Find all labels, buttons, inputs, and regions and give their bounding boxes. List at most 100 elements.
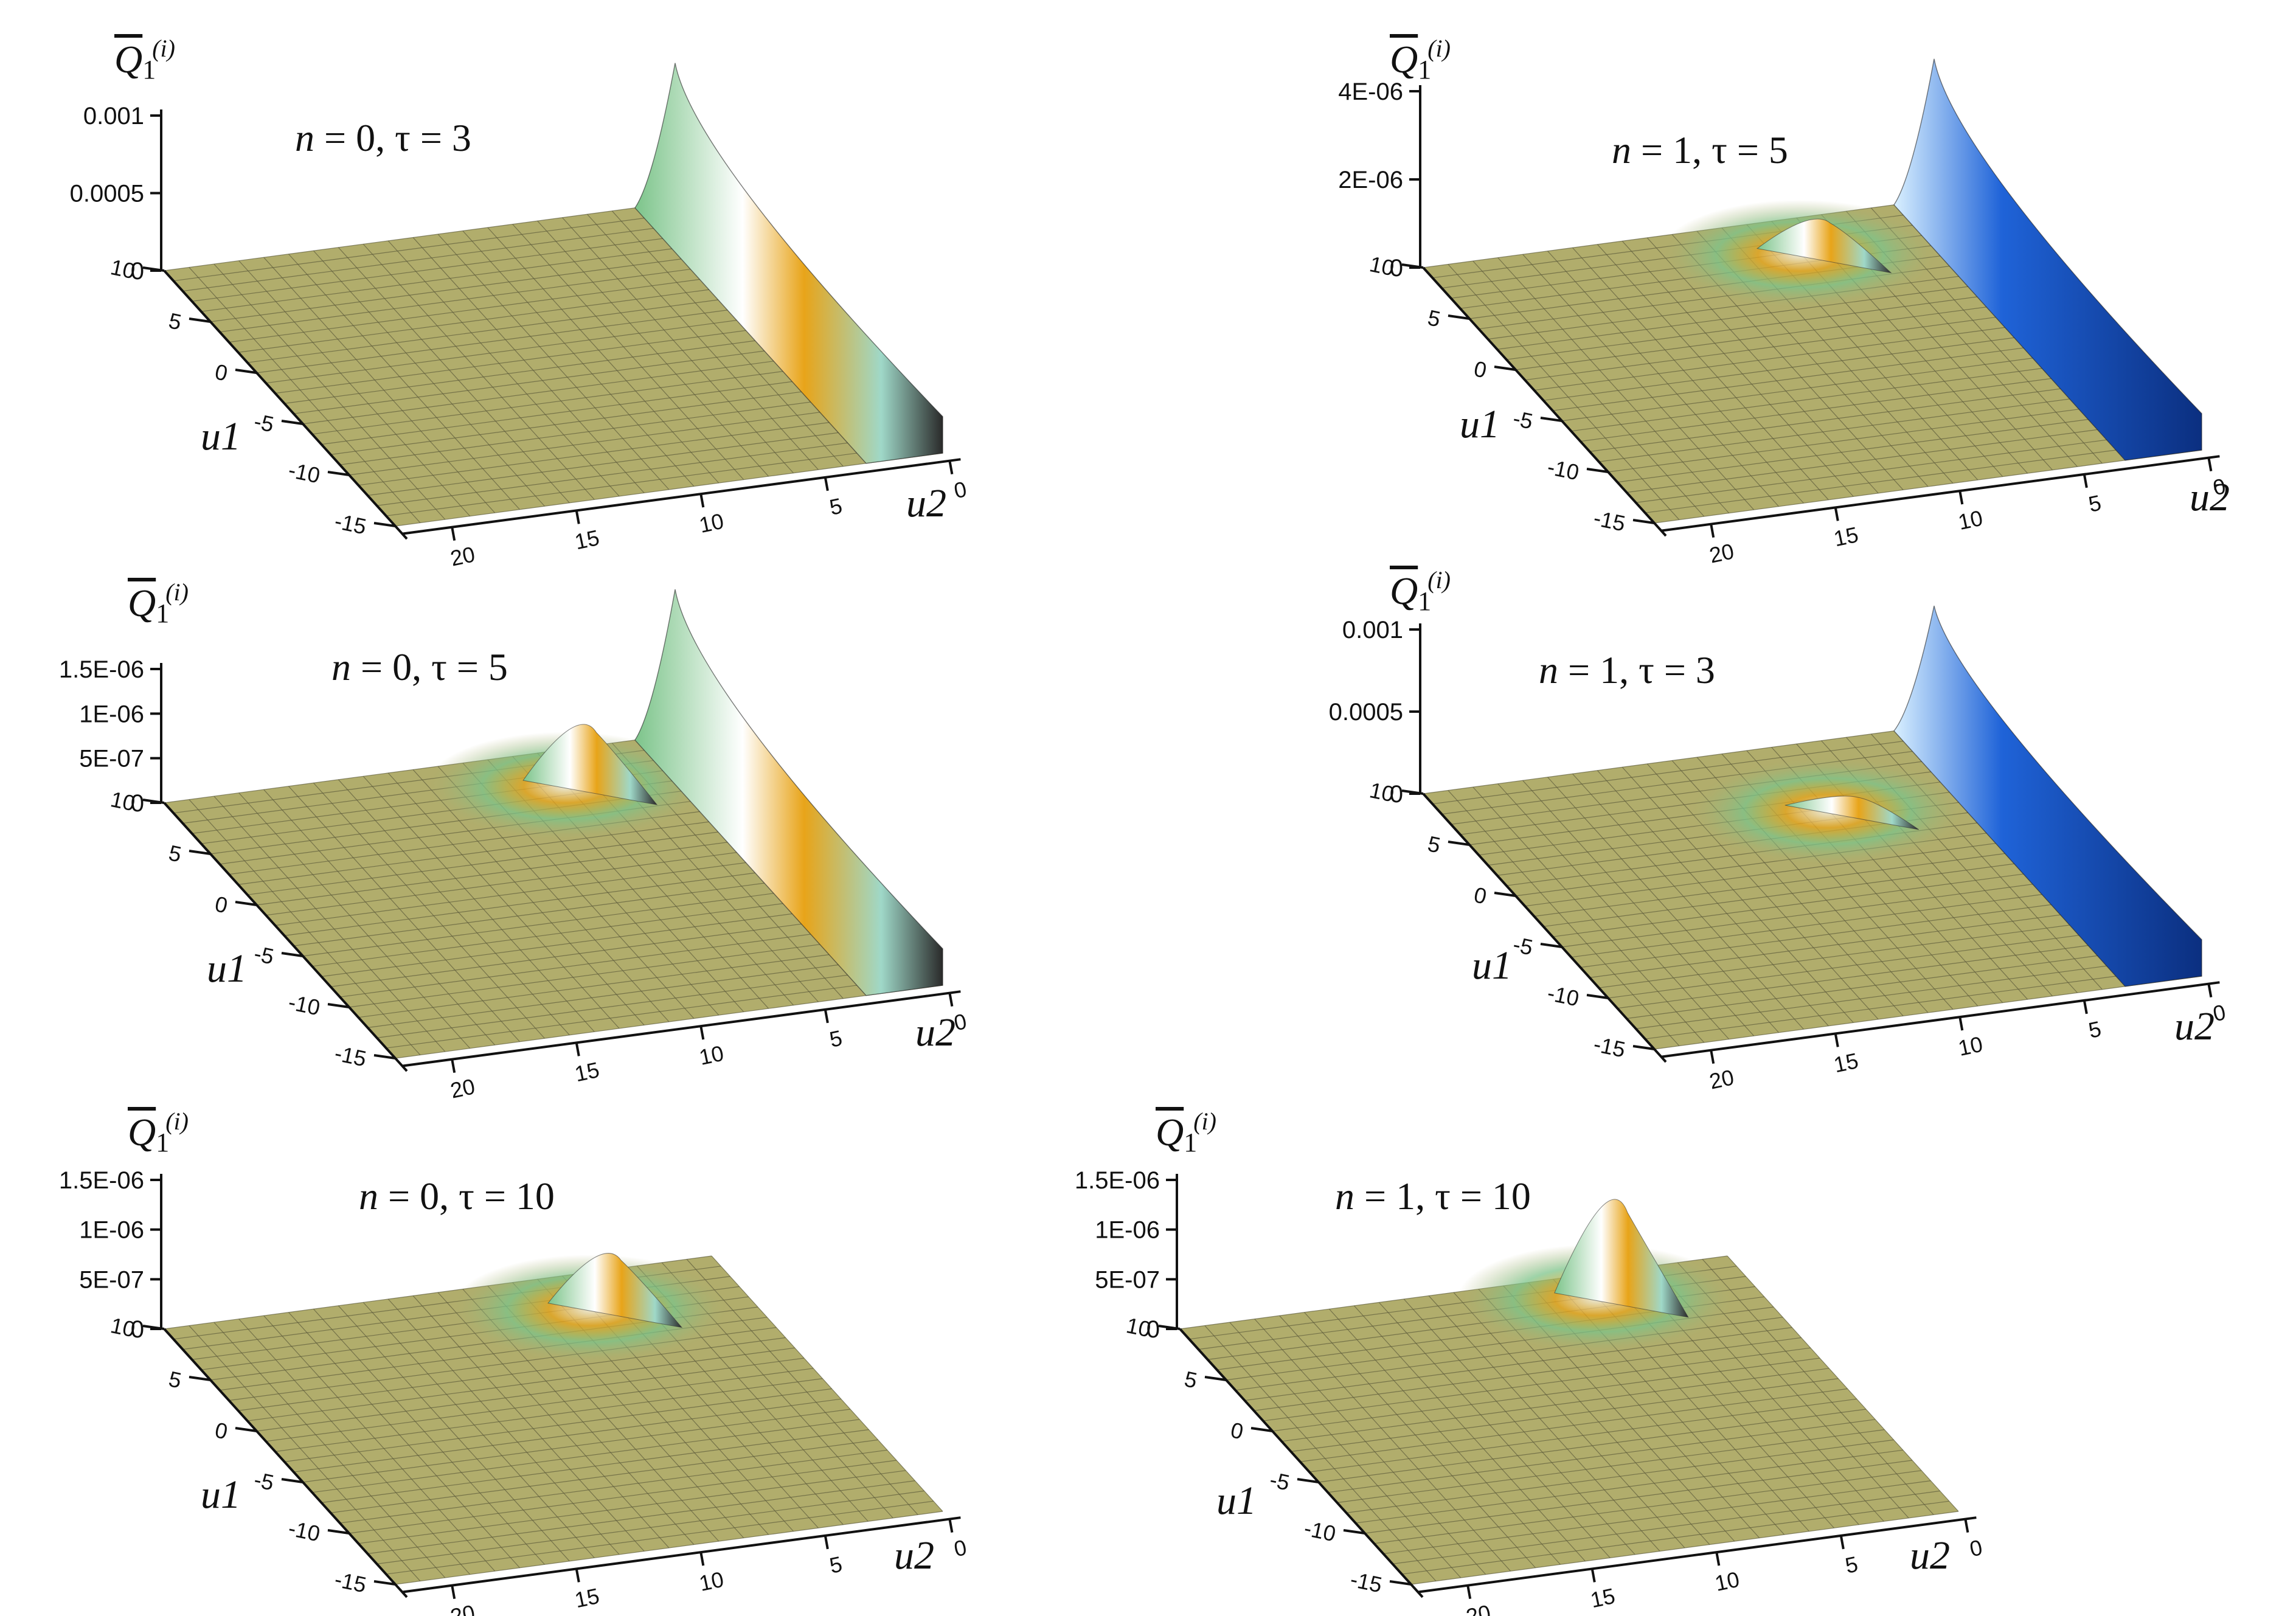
grid-line bbox=[1337, 1429, 1885, 1503]
u2-tick bbox=[1590, 1569, 1596, 1583]
u2-tick bbox=[1710, 1050, 1715, 1064]
u1-tick-label: -15 bbox=[1348, 1567, 1384, 1598]
grid-line bbox=[1547, 777, 1779, 1033]
chart-title: n = 0, τ = 5 bbox=[331, 645, 508, 688]
z-tick-label: 0.0005 bbox=[1329, 699, 1403, 726]
chart-title: n = 1, τ = 10 bbox=[1335, 1174, 1531, 1218]
grid-line bbox=[1364, 1460, 1913, 1534]
grid-line bbox=[367, 954, 915, 1028]
u1-tick-label: -15 bbox=[333, 508, 369, 539]
chart-title: n = 0, τ = 10 bbox=[359, 1174, 555, 1218]
grid-line bbox=[512, 224, 744, 480]
u1-tick-label: -10 bbox=[286, 990, 322, 1021]
grid-line bbox=[288, 254, 520, 510]
grid-line bbox=[386, 1500, 934, 1575]
u1-tick bbox=[1632, 1045, 1655, 1050]
z-axis-label: Q1(i) bbox=[1390, 35, 1451, 85]
grid-line bbox=[1318, 1409, 1867, 1483]
u1-tick-label: -5 bbox=[252, 409, 276, 437]
grid-line bbox=[1304, 1312, 1536, 1569]
u1-tick-label: 5 bbox=[167, 308, 184, 335]
grid-line bbox=[1635, 429, 2183, 503]
u2-tick-label: 20 bbox=[1464, 1600, 1493, 1616]
u2-tick bbox=[2207, 983, 2213, 997]
z-tick-label: 2E-06 bbox=[1338, 167, 1403, 193]
grid-line bbox=[266, 1368, 814, 1442]
chart-title: n = 1, τ = 3 bbox=[1539, 648, 1715, 692]
u2-tick bbox=[948, 993, 954, 1007]
grid-line bbox=[1410, 1511, 1959, 1585]
grid-line bbox=[1543, 853, 2091, 927]
u2-tick-label: 10 bbox=[697, 1041, 726, 1070]
grid-line bbox=[284, 862, 832, 936]
grid-line bbox=[1403, 1299, 1635, 1555]
grid-line bbox=[247, 821, 795, 895]
u1-tick bbox=[189, 850, 211, 855]
u1-tick bbox=[327, 1003, 350, 1008]
grid-line bbox=[1654, 976, 2202, 1050]
surface-ridge bbox=[1893, 58, 2202, 461]
u2-tick bbox=[948, 460, 954, 474]
u1-tick bbox=[373, 1054, 396, 1059]
z-tick-label: 0.0005 bbox=[70, 181, 144, 207]
grid-line bbox=[1448, 790, 1680, 1046]
u1-tick bbox=[1250, 1427, 1273, 1432]
u1-tick bbox=[281, 1478, 303, 1483]
grid-line bbox=[312, 1419, 860, 1493]
u1-tick bbox=[189, 1376, 211, 1381]
grid-line bbox=[189, 1325, 421, 1581]
u1-tick bbox=[1158, 1325, 1181, 1330]
grid-line bbox=[386, 974, 934, 1049]
grid-line bbox=[1448, 264, 1680, 520]
z-tick-label: 1.5E-06 bbox=[59, 1167, 144, 1194]
u1-axis bbox=[163, 269, 408, 540]
u1-tick bbox=[1540, 943, 1562, 948]
grid-line bbox=[1552, 337, 2100, 411]
grid-line bbox=[1383, 1480, 1931, 1555]
grid-line bbox=[1244, 1327, 1792, 1401]
z-tick-label: 1.5E-06 bbox=[59, 656, 144, 683]
u1-axis-label: u1 bbox=[1460, 402, 1500, 446]
grid-line bbox=[711, 1255, 943, 1512]
grid-line bbox=[562, 217, 794, 474]
u1-tick-label: 5 bbox=[167, 1366, 184, 1393]
grid-line bbox=[164, 197, 712, 271]
u2-tick-label: 5 bbox=[2086, 1016, 2103, 1043]
u1-tick-label: 10 bbox=[108, 1313, 137, 1342]
u2-tick-label: 0 bbox=[952, 476, 969, 503]
u1-tick bbox=[1343, 1529, 1365, 1535]
grid-line bbox=[1580, 894, 2128, 968]
grid-line bbox=[1432, 730, 1980, 805]
grid-line bbox=[1401, 1500, 1949, 1575]
z-tick-label: 0 bbox=[1390, 255, 1403, 282]
u1-tick-label: -5 bbox=[252, 1467, 276, 1496]
chart-panel-4: 0 0.0005 0.001 10 5 0 -5 -10 -15 20 15 10 5 0 Q1(i) n… bbox=[1156, 547, 2296, 1094]
u1-tick-label: -15 bbox=[333, 1041, 369, 1072]
grid-line bbox=[395, 453, 943, 527]
u2-tick-label: 5 bbox=[2086, 490, 2103, 517]
grid-line bbox=[288, 1312, 520, 1569]
u2-tick bbox=[824, 1535, 829, 1550]
grid-line bbox=[284, 1388, 832, 1462]
u2-axis-label: u2 bbox=[2174, 1004, 2214, 1049]
chart-panel-1: 0 0.0005 0.001 10 5 0 -5 -10 -15 20 15 10 5 0 Q1(i) n… bbox=[0, 0, 1156, 571]
u2-tick-label: 10 bbox=[1956, 1032, 1985, 1061]
u2-tick-label: 10 bbox=[697, 508, 726, 538]
u1-tick-label: -10 bbox=[286, 457, 322, 488]
grid-line bbox=[263, 1315, 496, 1572]
u1-tick bbox=[281, 420, 303, 425]
grid-line bbox=[338, 779, 570, 1036]
grid-line bbox=[1572, 773, 1804, 1030]
grid-line bbox=[302, 350, 851, 425]
u1-tick bbox=[1586, 994, 1609, 999]
grid-line bbox=[386, 442, 934, 516]
grid-line bbox=[313, 250, 545, 507]
u2-tick bbox=[575, 1569, 580, 1583]
grid-line bbox=[1608, 398, 2156, 473]
grid-line bbox=[1534, 317, 2082, 391]
grid-line bbox=[302, 883, 851, 957]
u1-tick bbox=[235, 369, 257, 374]
grid-line bbox=[313, 1308, 545, 1565]
grid-line bbox=[387, 772, 620, 1029]
